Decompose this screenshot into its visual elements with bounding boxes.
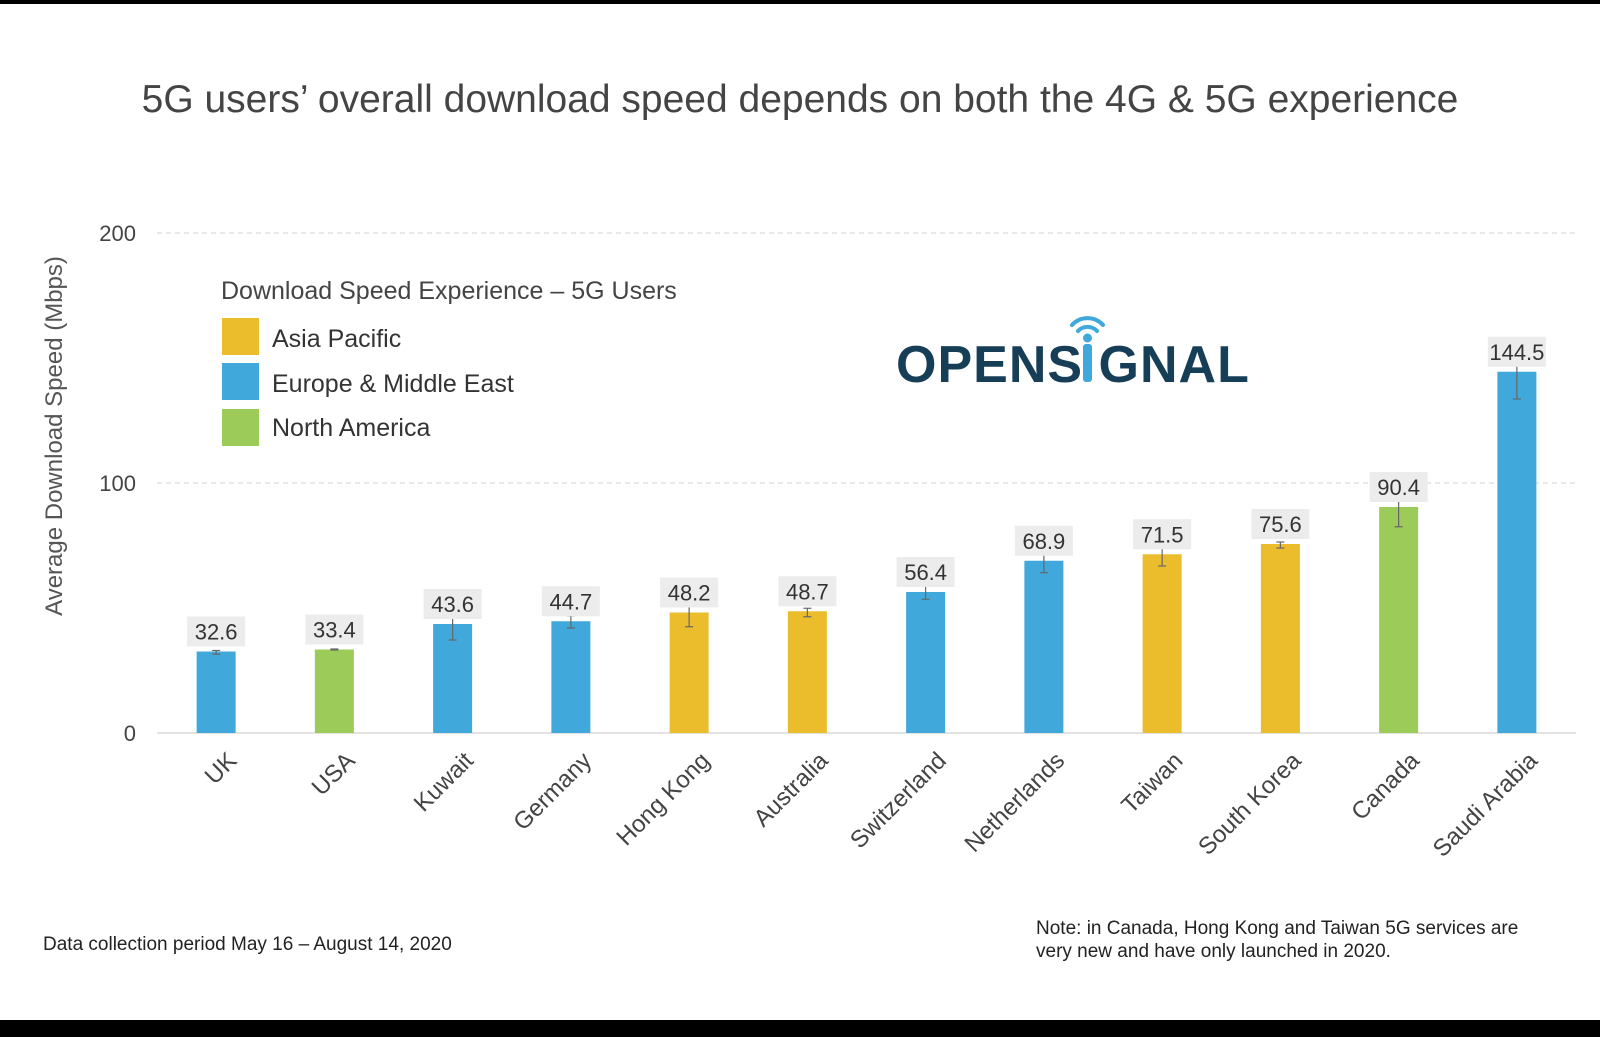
- x-tick-label: Kuwait: [409, 747, 479, 817]
- bottom-black-border: [0, 1020, 1600, 1037]
- bar: [1497, 371, 1537, 733]
- x-tick-label: UK: [200, 747, 243, 790]
- data-label: 44.7: [549, 589, 592, 614]
- legend-label-asia-pacific: Asia Pacific: [272, 325, 401, 353]
- data-label: 43.6: [431, 592, 474, 617]
- data-label-box: [541, 586, 600, 617]
- data-collection-period: Data collection period May 16 – August 1…: [43, 934, 452, 955]
- data-label-box: [1251, 509, 1310, 539]
- data-label-box: [1369, 472, 1428, 502]
- y-tick-label: 0: [124, 721, 136, 746]
- chart-title: 5G users’ overall download speed depends…: [142, 78, 1459, 121]
- x-tick-label: South Korea: [1193, 747, 1307, 861]
- legend-swatch-asia-pacific: [222, 318, 259, 355]
- bar: [551, 621, 591, 733]
- x-tick-label: USA: [307, 747, 361, 801]
- y-tick-label: 200: [99, 221, 136, 246]
- data-label: 56.4: [904, 560, 947, 585]
- legend-swatch-north-america: [222, 409, 259, 446]
- legend-title: Download Speed Experience – 5G Users: [221, 277, 677, 305]
- bar: [1024, 560, 1064, 733]
- bar: [1142, 554, 1182, 733]
- y-tick-label: 100: [99, 471, 136, 496]
- x-tick-label: Saudi Arabia: [1428, 747, 1544, 863]
- data-label-box: [305, 614, 364, 645]
- legend-label-north-america: North America: [272, 414, 430, 442]
- bar: [196, 651, 236, 733]
- data-label-box: [778, 576, 837, 607]
- data-label-box: [1014, 525, 1073, 556]
- legend-label-europe-middle-east: Europe & Middle East: [272, 370, 514, 398]
- x-tick-label: Germany: [508, 747, 597, 836]
- wifi-signal-icon: [1070, 316, 1105, 343]
- bar: [787, 611, 827, 733]
- x-tick-label: Australia: [748, 747, 834, 833]
- bars: 32.6 33.4 43.6 44.7 48.2 48.7 56.4 68.9 71.5 75.6…: [187, 336, 1546, 733]
- data-label: 144.5: [1489, 340, 1544, 365]
- bar: [314, 649, 354, 733]
- data-label: 90.4: [1377, 475, 1420, 500]
- data-label-box: [423, 589, 482, 619]
- data-label-box: [187, 616, 246, 647]
- note-line-1: Note: in Canada, Hong Kong and Taiwan 5G…: [1036, 918, 1518, 939]
- legend: Download Speed Experience – 5G Users Asi…: [221, 277, 677, 446]
- data-label: 71.5: [1141, 522, 1184, 547]
- y-axis-ticks: 0 100 200: [99, 221, 136, 746]
- opensignal-logo: OPENSIGNAL: [896, 316, 1250, 394]
- x-tick-label: Canada: [1346, 747, 1425, 826]
- data-label: 68.9: [1022, 529, 1065, 554]
- logo-i-stem: [1083, 344, 1092, 382]
- bar: [1379, 507, 1419, 733]
- legend-swatch-europe-middle-east: [222, 363, 259, 400]
- bar: [906, 592, 946, 733]
- gridlines: [157, 232, 1576, 734]
- data-label: 48.2: [668, 581, 711, 606]
- data-label-box: [660, 577, 719, 608]
- x-axis-labels: UK USA Kuwait Germany Hong Kong Australia Swit…: [200, 747, 1544, 863]
- x-tick-label: Switzerland: [845, 747, 952, 854]
- x-tick-label: Netherlands: [960, 747, 1071, 858]
- data-label-box: [1133, 519, 1192, 550]
- y-axis-label: Average Download Speed (Mbps): [41, 256, 68, 616]
- bar: [433, 624, 473, 733]
- data-label: 32.6: [195, 620, 238, 645]
- bar: [669, 612, 709, 733]
- note-line-2: very new and have only launched in 2020.: [1036, 941, 1391, 962]
- data-label: 75.6: [1259, 512, 1302, 537]
- x-tick-label: Hong Kong: [611, 747, 715, 851]
- data-label-box: [896, 557, 955, 587]
- x-tick-label: Taiwan: [1116, 747, 1188, 819]
- top-black-border: [0, 0, 1600, 4]
- data-label: 33.4: [313, 618, 356, 643]
- logo-text: OPENSIGNAL: [896, 336, 1250, 394]
- bar: [1260, 544, 1300, 733]
- data-label: 48.7: [786, 579, 829, 604]
- data-label-box: [1487, 336, 1546, 367]
